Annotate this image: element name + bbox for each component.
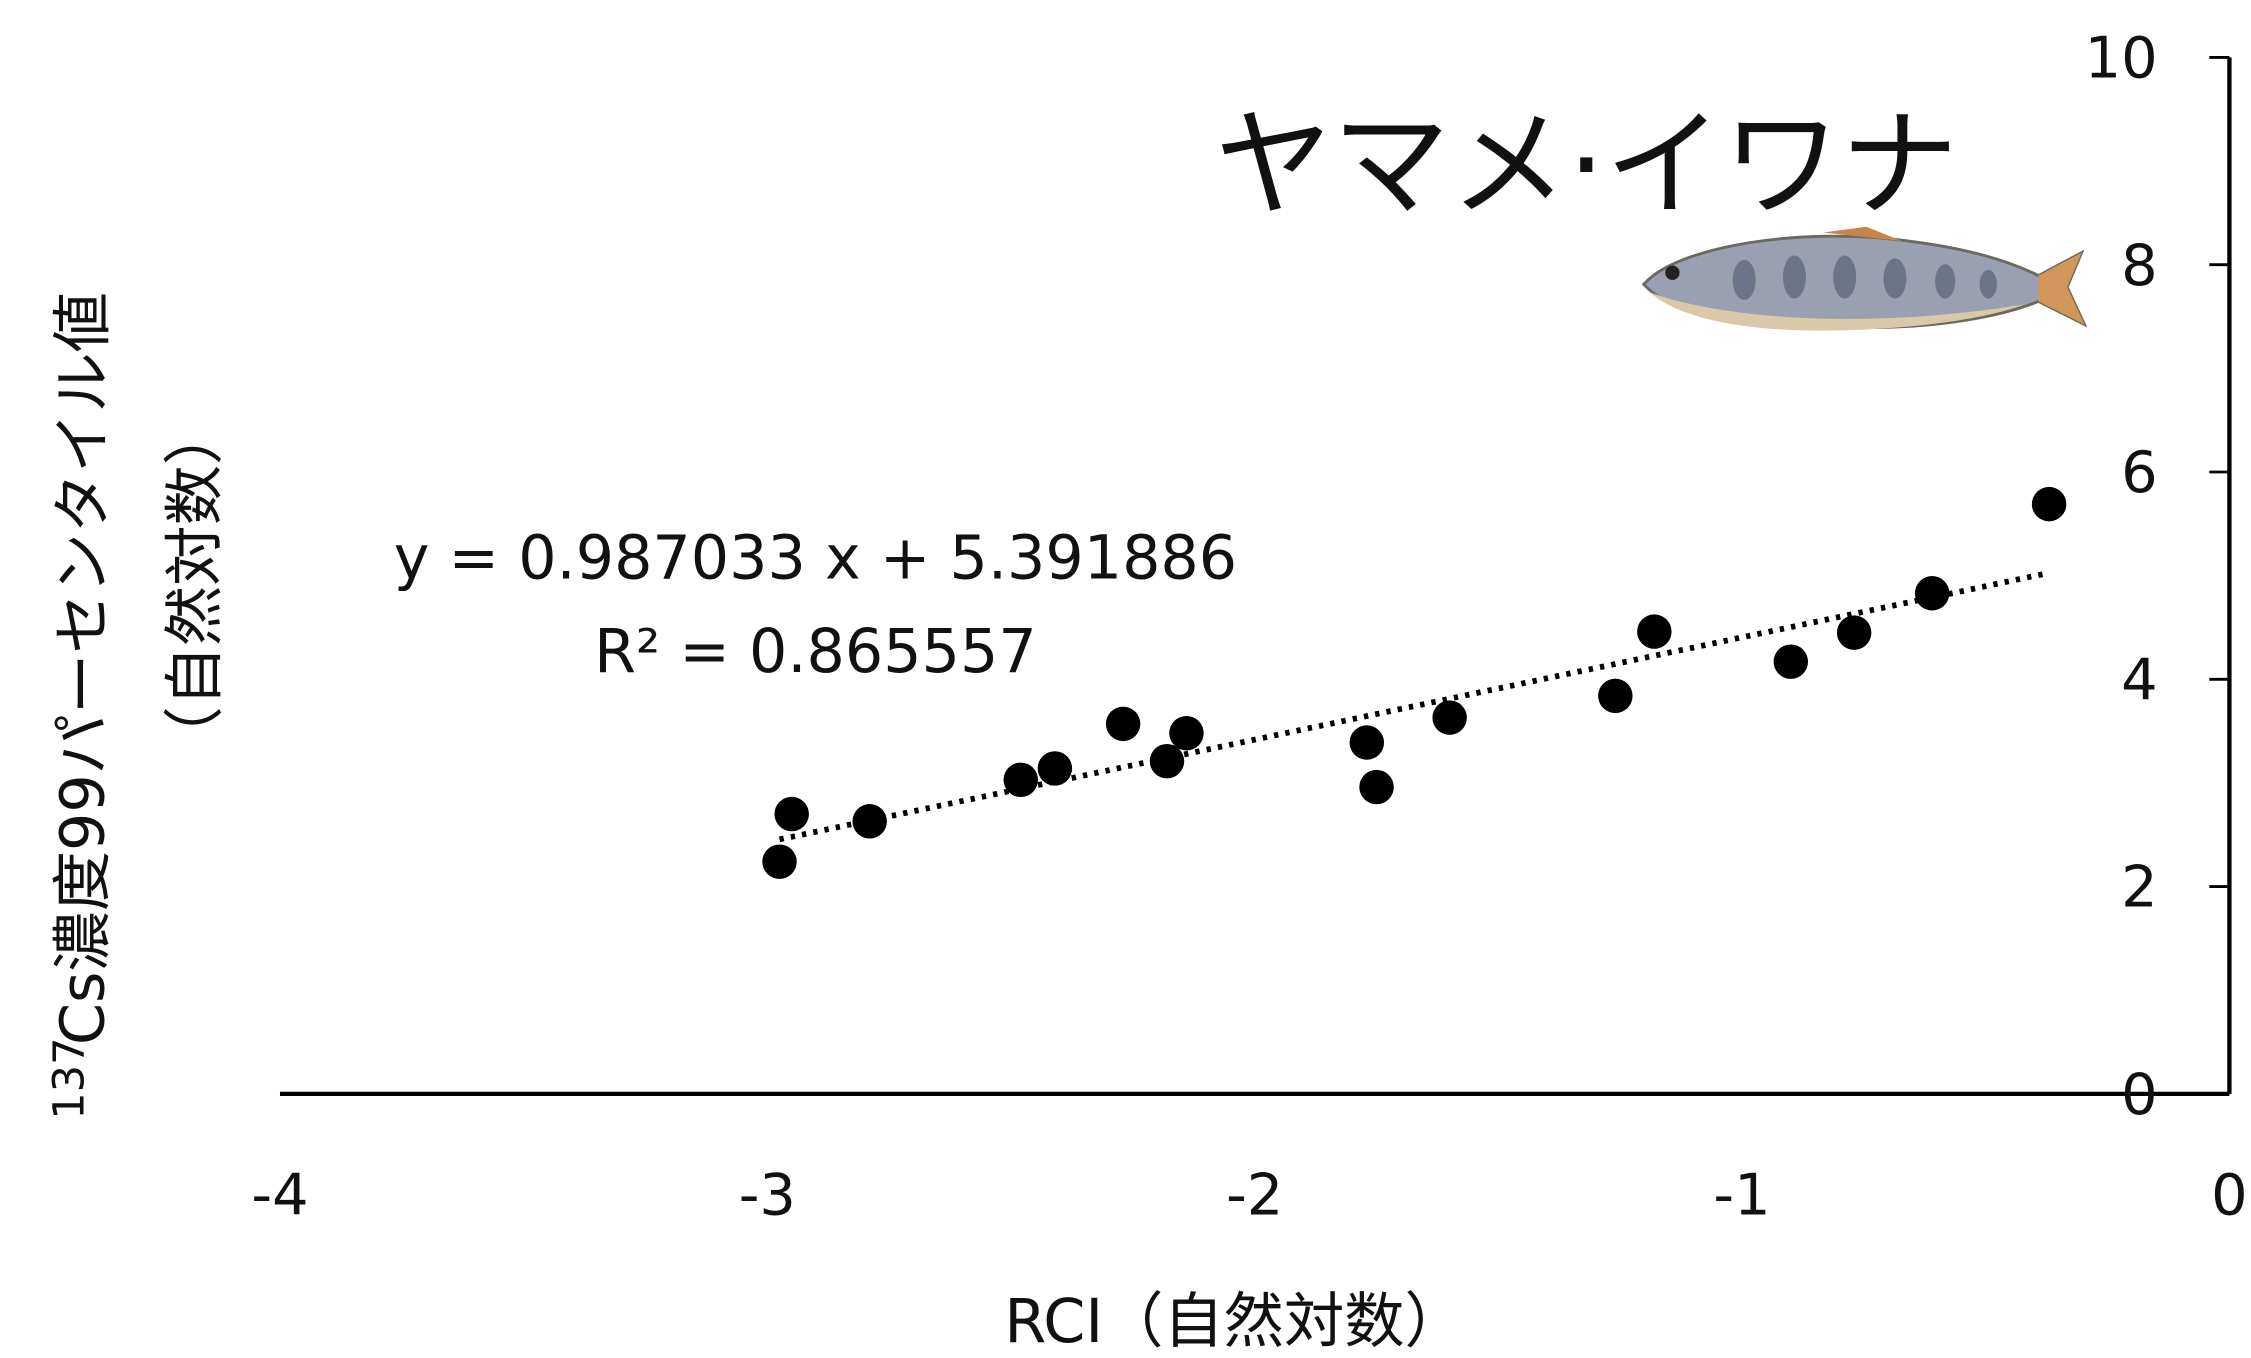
x-tick-label: 0 <box>2211 1161 2248 1228</box>
y-tick-label: 10 <box>2085 25 2158 92</box>
trendline-equation: y = 0.987033 x + 5.391886 <box>394 524 1237 594</box>
annotation: ヤマメ·イワナ <box>1214 96 1958 233</box>
r-squared: R² = 0.865557 <box>594 617 1037 687</box>
point <box>2032 487 2066 521</box>
point <box>1432 700 1466 734</box>
x-tick-label: -2 <box>1226 1161 1283 1228</box>
trendline <box>780 573 2050 839</box>
point <box>1598 679 1632 713</box>
point <box>1915 576 1949 610</box>
y-tick-label: 2 <box>2121 854 2158 921</box>
y-axis-label-2: （自然対数） <box>160 405 230 767</box>
point <box>774 797 808 831</box>
y-axis-label-superscript: 137 <box>44 1038 94 1120</box>
x-axis-label: RCI（自然対数） <box>1004 1287 1464 1357</box>
point <box>852 804 886 838</box>
point <box>1774 644 1808 678</box>
point <box>1350 725 1384 759</box>
x-tick-label: -3 <box>739 1161 796 1228</box>
point <box>1169 716 1203 750</box>
y-tick-label: 6 <box>2121 439 2158 506</box>
point <box>1004 763 1038 797</box>
point <box>762 844 796 878</box>
point <box>1150 744 1184 778</box>
fish-illustration <box>1644 227 2085 331</box>
chart: ヤマメ·イワナ 137 Cs濃度99パーセンタイル値 （自然対数） RCI（自然… <box>0 0 2251 1358</box>
y-tick-label: 4 <box>2121 646 2158 713</box>
y-tick-label: 8 <box>2121 232 2158 299</box>
point <box>1359 770 1393 804</box>
point <box>1038 751 1072 785</box>
x-tick-label: -1 <box>1713 1161 1770 1228</box>
y-tick-label: 0 <box>2121 1061 2158 1128</box>
point <box>1106 707 1140 741</box>
x-tick-label: -4 <box>251 1161 308 1228</box>
point <box>1837 615 1871 649</box>
point <box>1637 614 1671 648</box>
y-axis-label: Cs濃度99パーセンタイル値 <box>48 292 118 1045</box>
